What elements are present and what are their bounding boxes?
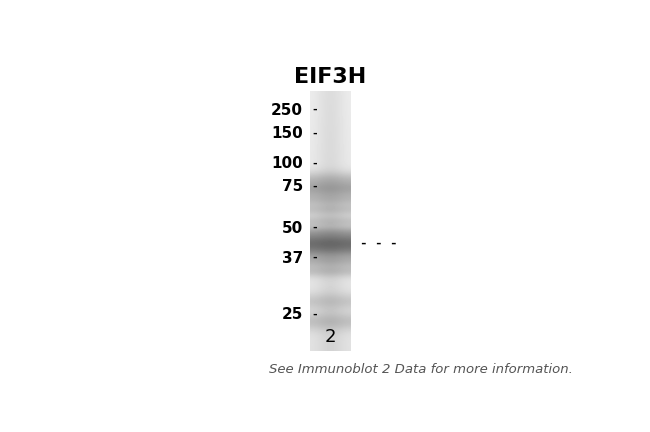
Text: 100: 100 <box>271 156 303 171</box>
Text: 150: 150 <box>271 126 303 141</box>
Text: -: - <box>312 223 317 233</box>
Text: - - -: - - - <box>360 237 397 250</box>
Text: 50: 50 <box>281 221 303 235</box>
Text: -: - <box>312 128 317 138</box>
Text: -: - <box>312 105 317 115</box>
Text: -: - <box>312 253 317 263</box>
Text: -: - <box>312 158 317 168</box>
Text: See Immunoblot 2 Data for more information.: See Immunoblot 2 Data for more informati… <box>268 363 573 376</box>
Text: -: - <box>312 310 317 320</box>
Text: -: - <box>312 181 317 191</box>
Text: EIF3H: EIF3H <box>294 67 367 87</box>
Text: 250: 250 <box>271 102 303 118</box>
Text: 75: 75 <box>281 179 303 194</box>
Text: 37: 37 <box>281 251 303 266</box>
Text: 25: 25 <box>281 307 303 322</box>
Text: 2: 2 <box>325 328 336 346</box>
